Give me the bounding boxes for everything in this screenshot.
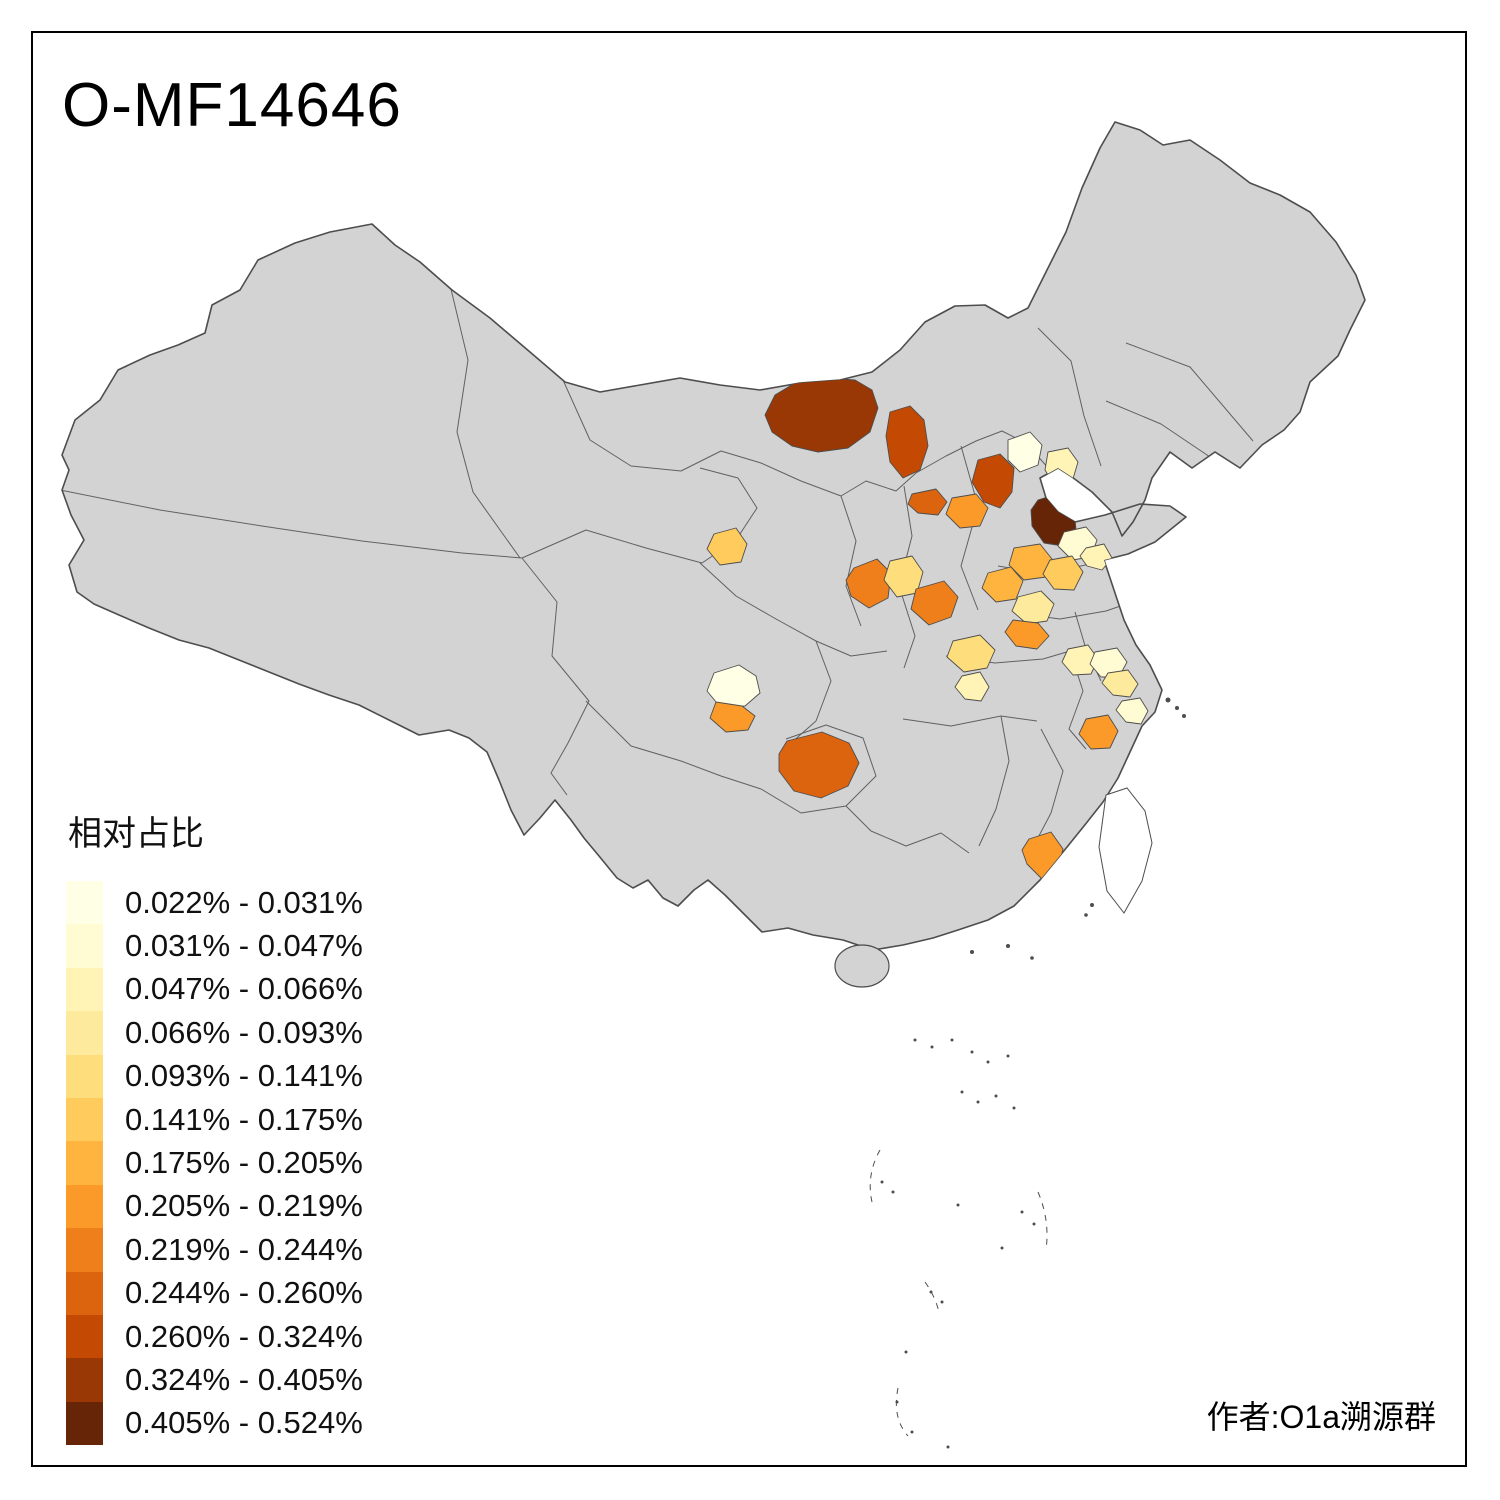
legend-label: 0.093% - 0.141% bbox=[125, 1058, 363, 1094]
map-region bbox=[1007, 431, 1043, 473]
highlight-regions bbox=[706, 377, 1149, 880]
map-region bbox=[981, 566, 1024, 603]
map-region bbox=[706, 527, 748, 566]
legend-item: 0.244% - 0.260% bbox=[66, 1271, 363, 1315]
map-region bbox=[1061, 644, 1099, 676]
legend-item: 0.324% - 0.405% bbox=[66, 1358, 363, 1402]
legend-label: 0.141% - 0.175% bbox=[125, 1101, 363, 1137]
legend-item: 0.405% - 0.524% bbox=[66, 1401, 363, 1446]
legend-item: 0.205% - 0.219% bbox=[66, 1184, 363, 1229]
legend-swatch bbox=[66, 881, 103, 925]
legend-label: 0.205% - 0.219% bbox=[125, 1188, 363, 1224]
map-region bbox=[1115, 697, 1149, 725]
coastal-islets bbox=[970, 697, 1186, 960]
legend-item: 0.219% - 0.244% bbox=[66, 1228, 363, 1272]
legend-label: 0.260% - 0.324% bbox=[125, 1318, 363, 1354]
legend-label: 0.031% - 0.047% bbox=[125, 928, 363, 964]
map-region bbox=[946, 634, 996, 673]
legend-swatch bbox=[66, 1054, 103, 1098]
legend-item: 0.031% - 0.047% bbox=[66, 924, 363, 968]
map-region bbox=[706, 664, 761, 709]
map-region bbox=[954, 671, 990, 702]
map-region bbox=[1004, 619, 1050, 650]
legend-swatch bbox=[66, 924, 103, 968]
legend-item: 0.093% - 0.141% bbox=[66, 1054, 363, 1098]
legend-item: 0.260% - 0.324% bbox=[66, 1314, 363, 1359]
legend-item: 0.047% - 0.066% bbox=[66, 967, 363, 1012]
map-region bbox=[910, 580, 959, 626]
legend-swatch bbox=[66, 1228, 103, 1272]
map-region bbox=[907, 488, 948, 516]
legend-item: 0.141% - 0.175% bbox=[66, 1097, 363, 1142]
map-region bbox=[885, 405, 929, 479]
south-china-sea-islets bbox=[880, 1038, 1036, 1449]
map-region bbox=[1101, 669, 1139, 698]
map-title: O-MF14646 bbox=[62, 71, 402, 140]
legend-item: 0.175% - 0.205% bbox=[66, 1141, 363, 1185]
legend: 相对占比 0.022% - 0.031% 0.031% - 0.047% 0.047… bbox=[66, 806, 363, 1446]
legend-swatch bbox=[66, 1271, 103, 1315]
map-region bbox=[845, 558, 892, 609]
legend-swatch bbox=[66, 967, 103, 1012]
legend-label: 0.066% - 0.093% bbox=[125, 1014, 363, 1050]
legend-title: 相对占比 bbox=[68, 815, 204, 853]
legend-items: 0.022% - 0.031% 0.031% - 0.047% 0.047% - 0… bbox=[66, 881, 363, 1446]
taiwan-island bbox=[1098, 787, 1153, 914]
legend-item: 0.066% - 0.093% bbox=[66, 1011, 363, 1055]
legend-swatch bbox=[66, 1184, 103, 1229]
map-region bbox=[1042, 555, 1084, 591]
map-region bbox=[1078, 714, 1119, 750]
map-region bbox=[709, 701, 756, 733]
legend-swatch bbox=[66, 1097, 103, 1142]
legend-swatch bbox=[66, 1141, 103, 1185]
south-china-sea-features bbox=[869, 1149, 1048, 1437]
map-region bbox=[1079, 543, 1113, 571]
legend-label: 0.047% - 0.066% bbox=[125, 971, 363, 1007]
legend-swatch bbox=[66, 1358, 103, 1402]
legend-swatch bbox=[66, 1401, 103, 1446]
map-region bbox=[778, 731, 860, 799]
legend-label: 0.022% - 0.031% bbox=[125, 884, 363, 920]
legend-label: 0.405% - 0.524% bbox=[125, 1405, 363, 1441]
legend-label: 0.244% - 0.260% bbox=[125, 1275, 363, 1311]
hainan-island bbox=[834, 944, 890, 988]
legend-swatch bbox=[66, 1314, 103, 1359]
legend-label: 0.219% - 0.244% bbox=[125, 1231, 363, 1267]
legend-item: 0.022% - 0.031% bbox=[66, 881, 363, 925]
legend-label: 0.324% - 0.405% bbox=[125, 1361, 363, 1397]
map-region bbox=[945, 493, 989, 529]
map-region bbox=[971, 453, 1015, 509]
legend-label: 0.175% - 0.205% bbox=[125, 1145, 363, 1181]
legend-swatch bbox=[66, 1011, 103, 1055]
author-credit: 作者:O1a溯源群 bbox=[1206, 1399, 1436, 1435]
map-region bbox=[1011, 590, 1055, 625]
